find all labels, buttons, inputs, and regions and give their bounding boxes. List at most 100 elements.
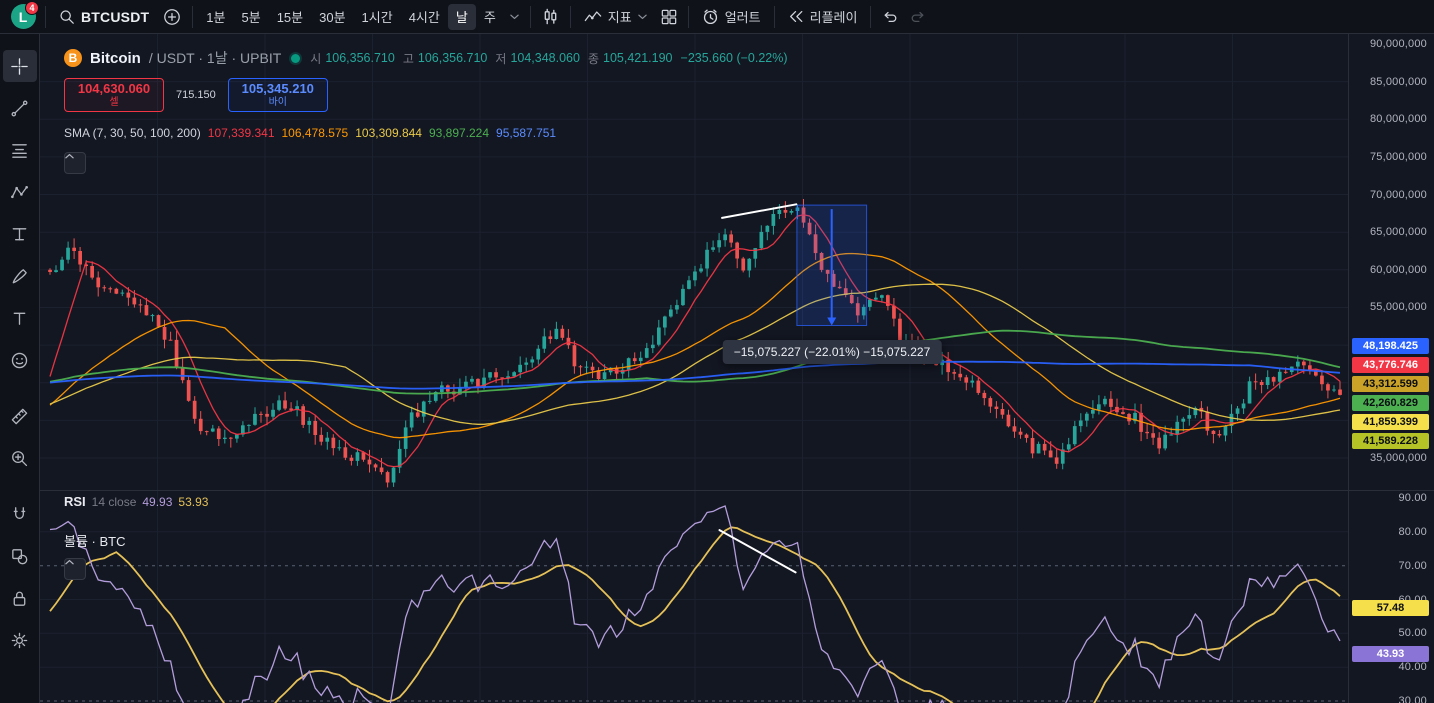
sma-title: SMA (7, 30, 50, 100, 200): [64, 126, 201, 140]
timeframe-1시간[interactable]: 1시간: [354, 4, 401, 30]
timeframe-주[interactable]: 주: [476, 4, 504, 30]
position-tool[interactable]: [3, 218, 37, 250]
zoom-icon: [10, 449, 29, 468]
crosshair-tool[interactable]: [2, 50, 37, 82]
rsi-axis-tick: 50.00: [1398, 627, 1427, 639]
position-icon: [10, 225, 29, 244]
close-value: 105,421.190: [603, 51, 673, 65]
chevron-down-icon: [510, 14, 519, 20]
alert-button[interactable]: 얼러트: [694, 3, 769, 31]
low-value: 104,348.060: [510, 51, 580, 65]
rsi-title: RSI: [64, 494, 86, 509]
chart-area: B Bitcoin / USDT · 1날 · UPBIT 시 106,356.…: [40, 34, 1348, 703]
replay-button[interactable]: 리플레이: [780, 3, 866, 31]
magnet-tool[interactable]: [3, 498, 37, 530]
zoom-in-tool[interactable]: [3, 442, 37, 474]
rsi-pane[interactable]: [40, 491, 1348, 703]
legend-symbol-name[interactable]: Bitcoin: [90, 49, 141, 67]
top-toolbar: L 4 BTCUSDT 1분 5분 15분 30분 1시간 4시간 날 주 지표 얼러트 리플…: [0, 0, 1434, 34]
ruler-icon: [10, 407, 29, 426]
collapse-rsi-button[interactable]: [64, 558, 86, 580]
timeframe-날[interactable]: 날: [447, 3, 476, 30]
chart-style-button[interactable]: [536, 3, 565, 31]
trendline-tool[interactable]: [3, 92, 37, 124]
price-axis-tick: 90,000,000: [1369, 38, 1427, 50]
change-value: −235.660 (−0.22%): [680, 51, 788, 65]
low-label: 저: [495, 51, 507, 66]
compare-add-button[interactable]: [157, 3, 187, 31]
indicators-icon: [584, 9, 602, 24]
rsi-value-label: 57.48: [1352, 600, 1429, 616]
layout-grid-button[interactable]: [655, 3, 683, 31]
alert-label: 얼러트: [724, 10, 761, 25]
fib-icon: [10, 141, 29, 160]
rsi-legend[interactable]: RSI 14 close 49.93 53.93: [64, 494, 208, 509]
measure-tool[interactable]: [3, 400, 37, 432]
rsi-axis-tick: 80.00: [1398, 526, 1427, 538]
crosshair-icon: [10, 57, 29, 76]
sma-value-30: 106,478.575: [281, 126, 349, 140]
chevron-down-icon: [637, 14, 647, 20]
rsi-axis-tick: 70.00: [1398, 560, 1427, 572]
redo-arrow-icon: [910, 10, 926, 23]
object-tree-tool[interactable]: [3, 540, 37, 572]
pattern-tool[interactable]: [3, 176, 37, 208]
rsi-axis-tick: 30.00: [1398, 695, 1427, 703]
drawing-settings-tool[interactable]: [3, 624, 37, 656]
replay-label: 리플레이: [809, 10, 858, 25]
collapse-legend-button[interactable]: [64, 152, 86, 174]
text-icon: [10, 309, 29, 328]
toolbar-separator: [569, 5, 571, 28]
candlestick-icon: [542, 8, 559, 25]
price-axis[interactable]: 90,000,000 85,000,000 80,000,000 75,000,000…: [1348, 34, 1434, 703]
indicators-label: 지표: [607, 10, 632, 25]
redo-button[interactable]: [904, 3, 932, 31]
rsi-params: 14 close: [91, 494, 137, 509]
brush-icon: [10, 267, 29, 286]
spread-value: 715.150: [176, 89, 216, 101]
buy-button[interactable]: 105,345.210 바이: [227, 78, 328, 112]
close-label: 종: [587, 51, 599, 66]
symbol-search-button[interactable]: BTCUSDT: [51, 3, 157, 31]
main-menu-button[interactable]: L 4: [6, 0, 40, 31]
volume-legend[interactable]: 볼륨 · BTC: [64, 531, 125, 550]
pattern-icon: [10, 183, 29, 202]
price-axis-tick: 60,000,000: [1369, 264, 1427, 276]
volume-label: 볼륨 · BTC: [64, 534, 126, 549]
timeframe-30분[interactable]: 30분: [311, 4, 353, 30]
toolbar-separator: [529, 5, 531, 28]
rsi-value: 49.93: [142, 494, 173, 509]
measure-label: −15,075.227 (−22.01%) −15,075.227: [722, 340, 942, 364]
undo-button[interactable]: [876, 3, 904, 31]
fib-retracement-tool[interactable]: [3, 134, 37, 166]
price-axis-tick: 55,000,000: [1369, 301, 1427, 313]
emoji-icon: [10, 351, 29, 370]
timeframe-5분[interactable]: 5분: [234, 4, 269, 30]
sma-value-200: 95,587.751: [496, 126, 557, 140]
price-axis-tick: 85,000,000: [1369, 76, 1427, 88]
text-tool[interactable]: [3, 302, 37, 334]
sell-button[interactable]: 104,630.060 셀: [64, 78, 164, 112]
market-status-dot[interactable]: [291, 53, 301, 63]
search-icon: [59, 9, 75, 25]
brush-tool[interactable]: [3, 260, 37, 292]
timeframe-15분[interactable]: 15분: [269, 4, 311, 30]
price-pane[interactable]: [40, 34, 1348, 490]
timeframe-1분[interactable]: 1분: [198, 4, 233, 30]
notification-badge: 4: [25, 0, 39, 15]
buy-label: 바이: [268, 96, 287, 108]
buy-price: 105,345.210: [241, 80, 314, 96]
legend-symbol-meta: / USDT · 1날 · UPBIT: [148, 50, 282, 66]
sma-legend[interactable]: SMA (7, 30, 50, 100, 200) 107,339.341 10…: [64, 126, 556, 140]
indicators-button[interactable]: 지표: [576, 3, 655, 31]
pane-separator[interactable]: [40, 490, 1434, 491]
emoji-tool[interactable]: [3, 344, 37, 376]
trendline-icon: [10, 99, 29, 118]
price-label: 43,312.599: [1352, 376, 1429, 392]
lock-all-tool[interactable]: [3, 582, 37, 614]
sell-label: 셀: [109, 96, 119, 108]
timeframe-4시간[interactable]: 4시간: [401, 4, 448, 30]
magnet-icon: [10, 505, 29, 524]
timeframe-expand-button[interactable]: [504, 3, 525, 31]
toolbar-separator: [773, 5, 775, 28]
